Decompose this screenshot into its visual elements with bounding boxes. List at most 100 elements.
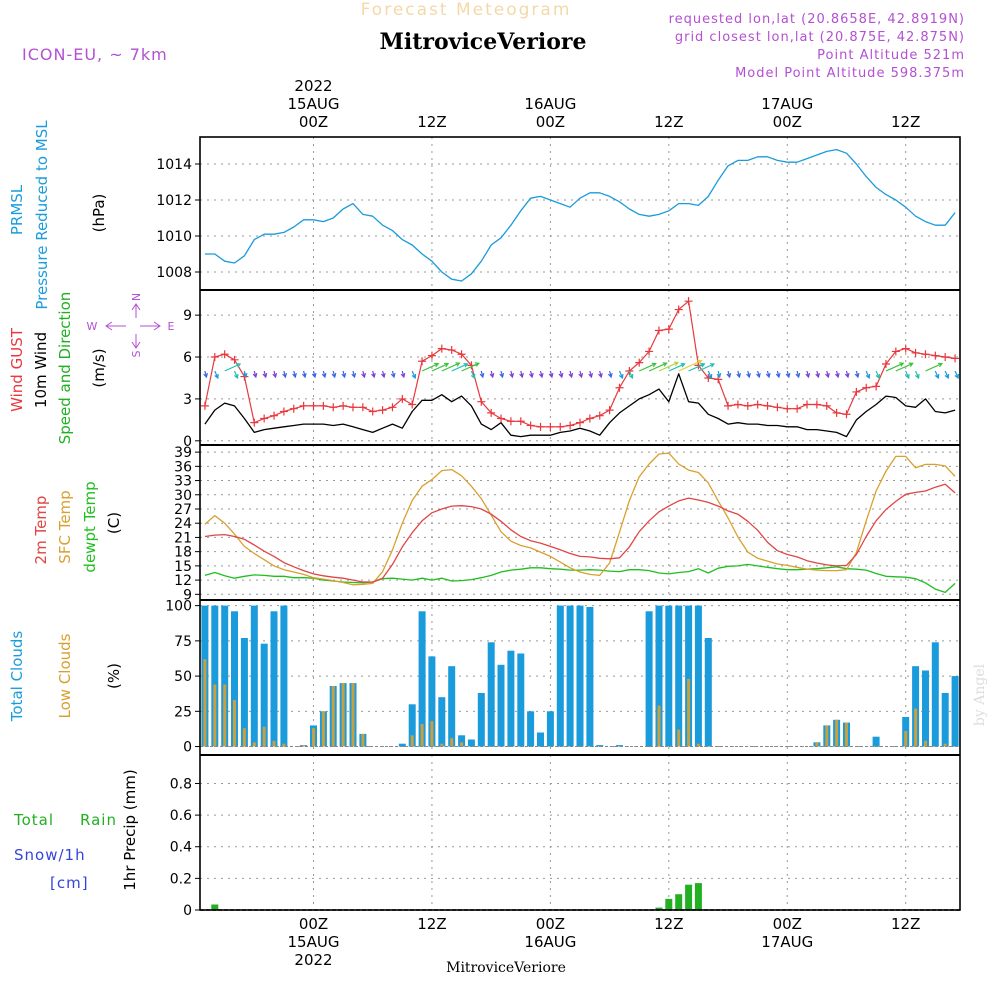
wind-direction-arrow — [785, 370, 791, 379]
total-cloud-bar — [231, 611, 238, 747]
compass-s: S — [130, 350, 143, 357]
rain-bar — [675, 894, 683, 910]
gust-marker — [378, 406, 387, 415]
total-cloud-bar — [655, 605, 663, 747]
gust-marker — [891, 347, 900, 356]
wind-direction-arrow — [805, 370, 811, 379]
gust-marker — [743, 401, 752, 410]
rain-bar — [655, 907, 663, 910]
temp-sfc-label: SFC Temp — [56, 490, 74, 563]
gust-marker — [595, 411, 604, 420]
total-cloud-bar — [931, 642, 939, 747]
gust-marker — [872, 382, 881, 391]
gust-marker — [437, 344, 446, 353]
total-cloud-bar — [398, 743, 406, 747]
gust-marker — [822, 401, 831, 410]
gust-marker — [348, 403, 357, 412]
plot-frame — [199, 136, 961, 911]
gust-marker — [418, 357, 427, 366]
wind-direction-arrow — [292, 370, 297, 379]
footer-location: MitroviceVeriore — [446, 960, 566, 976]
total-cloud-bar — [537, 732, 544, 747]
wind-direction-arrow — [736, 370, 741, 379]
gust-marker — [783, 404, 792, 413]
ytick-label: 30 — [174, 488, 192, 504]
total-cloud-bar — [685, 605, 693, 747]
total-cloud-bar — [487, 642, 495, 747]
gust-marker — [724, 401, 733, 410]
low-cloud-bar — [233, 700, 236, 747]
low-cloud-bar — [331, 686, 335, 747]
gust-marker — [852, 387, 861, 396]
low-cloud-bar — [341, 683, 345, 747]
wind-direction-arrow — [578, 370, 584, 379]
ytick-label: 25 — [174, 704, 192, 720]
wind-direction-arrow — [746, 370, 751, 379]
wind-direction-arrow — [262, 370, 268, 379]
temp-ylabels: 2m Temp SFC Temp dewpt Temp (C) — [32, 481, 123, 572]
top-time-label: 16AUG — [524, 95, 576, 113]
wind-direction-arrow — [242, 370, 248, 379]
gust-marker — [457, 350, 466, 359]
wind-direction-arrow — [844, 370, 850, 379]
bottom-time-label: 12Z — [417, 915, 446, 933]
low-cloud-bar — [450, 738, 454, 747]
wind-direction-arrow — [380, 370, 386, 379]
gust-marker — [477, 397, 486, 406]
total-cloud-bar — [221, 605, 229, 747]
low-cloud-bar — [282, 743, 286, 747]
bottom-time-label: 12Z — [891, 915, 920, 933]
gust-marker — [931, 351, 940, 360]
wind-direction-arrow — [628, 370, 634, 380]
wind-direction-arrow — [648, 362, 668, 372]
gust-marker — [773, 403, 782, 412]
total-cloud-bar — [467, 739, 475, 747]
gust-marker — [299, 401, 308, 410]
gust-marker — [556, 422, 565, 431]
gust-marker — [526, 421, 535, 430]
low-cloud-bar — [203, 659, 207, 747]
total-cloud-bar — [418, 611, 426, 747]
wind-direction-arrow — [558, 370, 564, 379]
ytick-label: 24 — [174, 516, 192, 532]
gust-marker — [862, 383, 871, 392]
top-time-label: 12Z — [891, 113, 920, 131]
wind-direction-arrow — [538, 370, 544, 379]
top-time-label: 12Z — [654, 113, 683, 131]
low-cloud-bar — [321, 711, 325, 747]
ytick-label: 0.6 — [170, 808, 192, 824]
model-altitude: Model Point Altitude 598.375m — [735, 66, 965, 81]
temp-unit: (C) — [105, 512, 123, 534]
gust-marker — [911, 348, 920, 357]
low-cloud-bar — [410, 735, 414, 747]
total-cloud-bar — [694, 605, 702, 747]
ytick-label: 27 — [174, 502, 192, 518]
ytick-label: 0.2 — [170, 871, 192, 887]
wind-speed-dir-label: Speed and Direction — [56, 292, 74, 445]
low-cloud-bar — [213, 684, 217, 747]
rain-bar — [211, 904, 219, 910]
gust-marker — [358, 403, 367, 412]
wind-direction-arrow — [678, 359, 703, 372]
precip-unit: 1hr Precip (mm) — [121, 769, 139, 890]
temp-dewpt-label: dewpt Temp — [81, 481, 99, 572]
ytick-label: 18 — [174, 545, 192, 561]
wind-direction-arrow — [954, 370, 959, 380]
gust-marker — [289, 404, 298, 413]
prmsl-line — [204, 148, 956, 282]
gust-marker — [793, 404, 802, 413]
gust-marker — [260, 414, 269, 423]
wind-direction-arrow — [351, 370, 357, 379]
gust-marker — [270, 411, 279, 420]
point-altitude: Point Altitude 521m — [817, 48, 965, 63]
gust-marker — [566, 421, 575, 430]
low-cloud-bar — [440, 743, 444, 747]
total-cloud-bar — [576, 605, 584, 747]
gust-marker — [625, 366, 634, 375]
gust-marker — [576, 418, 584, 427]
gust-marker — [921, 350, 930, 359]
gust-marker — [368, 407, 377, 416]
gust-marker — [250, 418, 259, 427]
wind-direction-arrow — [421, 362, 440, 372]
